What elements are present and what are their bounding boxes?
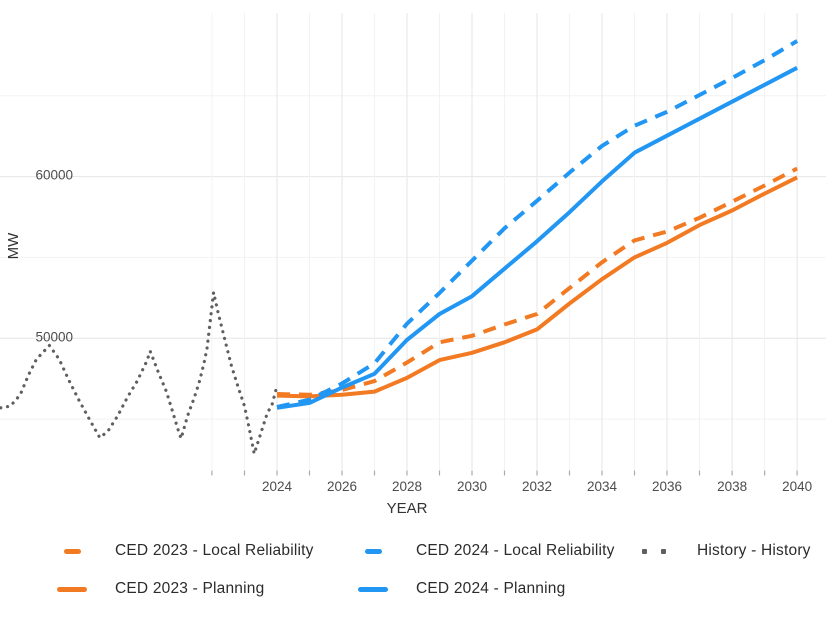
x-axis-tick-label: 2040 [782, 479, 812, 494]
x-axis-tick-label: 2036 [652, 479, 682, 494]
legend-item-ced-2023-local-reliability: CED 2023 - Local Reliability [44, 540, 345, 562]
legend-key-dotted-gray-icon [626, 540, 682, 562]
legend-label: CED 2024 - Planning [416, 580, 566, 597]
legend-key-dashed-orange-icon [44, 540, 100, 562]
series-line-history-history [0, 290, 279, 456]
legend-label: CED 2023 - Local Reliability [115, 542, 314, 559]
x-axis-tick-label: 2026 [327, 479, 357, 494]
x-axis-title: YEAR [387, 500, 428, 517]
x-axis-tick-label: 2030 [457, 479, 487, 494]
y-axis-tick-label: 50000 [35, 329, 73, 344]
x-axis-tick-label: 2032 [522, 479, 552, 494]
dot-swatch-icon [642, 548, 647, 554]
legend-label: History - History [697, 542, 811, 559]
chart-legend: CED 2023 - Local Reliability CED 2023 - … [0, 528, 826, 620]
series-line-ced-2024-planning [276, 66, 799, 410]
dot-swatch-icon [661, 548, 666, 554]
y-axis-title: MW [5, 232, 22, 259]
legend-item-history: History - History [626, 540, 826, 562]
x-axis-tick-label: 2034 [587, 479, 618, 494]
legend-key-solid-orange-icon [44, 578, 100, 600]
series-line-ced-2023-planning [276, 175, 798, 399]
legend-key-solid-blue-icon [345, 578, 401, 600]
dashed-line-swatch-icon [63, 548, 81, 554]
legend-item-ced-2024-planning: CED 2024 - Planning [345, 578, 626, 600]
x-axis-tick-label: 2028 [392, 479, 422, 494]
demand-forecast-chart: 2024 2026 2028 2030 2032 2034 2036 2038 2040 5000… [0, 13, 826, 517]
legend-key-dashed-blue-icon [345, 540, 401, 562]
y-axis-tick-label: 60000 [35, 168, 73, 183]
series-line-ced-2023-local-reliability [276, 166, 799, 397]
solid-line-swatch-icon [358, 586, 388, 592]
x-axis-tick-label: 2024 [262, 479, 293, 494]
legend-label: CED 2023 - Planning [115, 580, 265, 597]
legend-item-ced-2024-local-reliability: CED 2024 - Local Reliability [345, 540, 626, 562]
series-line-ced-2024-local-reliability [276, 39, 799, 409]
dashed-line-swatch-icon [364, 548, 382, 554]
legend-item-ced-2023-planning: CED 2023 - Planning [44, 578, 345, 600]
legend-label: CED 2024 - Local Reliability [416, 542, 615, 559]
x-axis-tick-label: 2038 [717, 479, 747, 494]
solid-line-swatch-icon [57, 586, 87, 592]
